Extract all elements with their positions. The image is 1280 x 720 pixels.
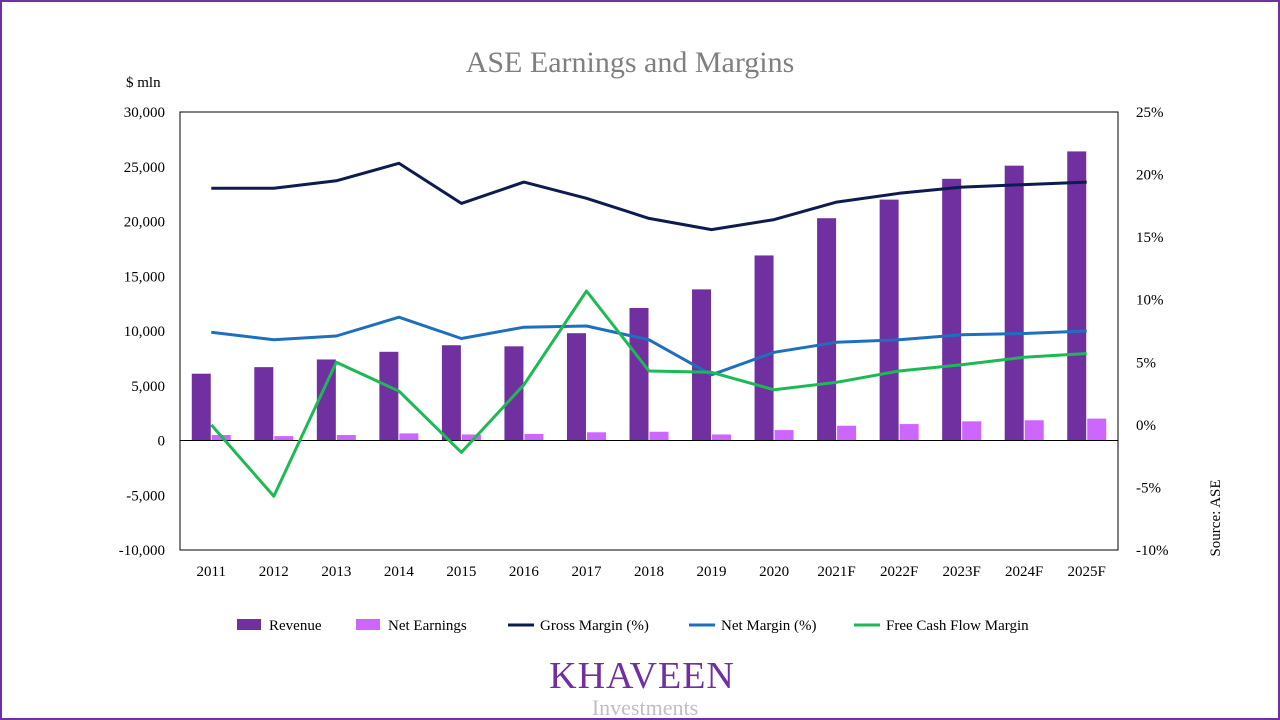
bar-revenue-2011	[191, 373, 211, 441]
y2-axis-ticks: 25% 20% 15% 10% 5% 0% -5% -10%	[1136, 105, 1169, 559]
bar-revenue-2022F	[879, 199, 899, 441]
bar-net-earnings-2019	[712, 434, 732, 441]
legend-label: Revenue	[269, 618, 322, 634]
bar-revenue-2015	[441, 345, 461, 441]
y-tick-label: 15,000	[124, 269, 165, 285]
legend-label: Net Margin (%)	[721, 618, 817, 634]
y2-tick-label: 15%	[1136, 230, 1164, 246]
bar-net-earnings-2012	[274, 436, 294, 441]
x-tick-label: 2020	[759, 564, 789, 580]
y-tick-label: 20,000	[124, 215, 165, 231]
brand-logo-name: KHAVEEN	[549, 655, 735, 697]
y-tick-label: -5,000	[126, 488, 165, 504]
bar-revenue-2020	[754, 255, 774, 441]
x-tick-label: 2015	[446, 564, 476, 580]
x-tick-label: 2018	[634, 564, 664, 580]
y-tick-label: 5,000	[131, 379, 165, 395]
x-tick-label: 2011	[197, 564, 226, 580]
bar-net-earnings-2023F	[962, 421, 982, 441]
y-tick-label: 10,000	[124, 324, 165, 340]
y-tick-label: 0	[158, 434, 166, 450]
y2-tick-label: -10%	[1136, 543, 1169, 559]
x-tick-label: 2021F	[817, 564, 855, 580]
y2-tick-label: 10%	[1136, 293, 1164, 309]
bar-revenue-2025F	[1067, 151, 1087, 441]
line-net-margin-	[211, 315, 1087, 377]
bar-revenue-2018	[629, 308, 649, 441]
line-gross-margin-	[211, 161, 1087, 232]
bar-revenue-2019	[692, 289, 712, 441]
bar-net-earnings-2024F	[1024, 420, 1044, 441]
source-label: Source: ASE	[1208, 479, 1224, 556]
bar-group	[191, 151, 1107, 441]
legend: Revenue Net Earnings Gross Margin (%) Net M…	[237, 618, 1029, 634]
bar-revenue-2024F	[1004, 165, 1024, 441]
legend-label: Net Earnings	[388, 618, 467, 634]
x-axis-ticks: 2011 2012 2013 2014 2015 2016 2017 2018 2019 2020…	[197, 564, 1106, 580]
y-tick-label: 30,000	[124, 105, 165, 121]
line-free-cash-flow-margin	[210, 289, 1087, 498]
bar-net-earnings-2014	[399, 433, 419, 441]
bar-net-earnings-2017	[586, 432, 606, 441]
bar-net-earnings-2025F	[1087, 418, 1107, 441]
x-tick-label: 2017	[571, 564, 602, 580]
x-tick-label: 2012	[259, 564, 289, 580]
bar-revenue-2017	[566, 333, 586, 441]
bar-revenue-2012	[254, 367, 274, 441]
y-tick-label: 25,000	[124, 160, 165, 176]
bar-revenue-2014	[379, 351, 399, 441]
y2-tick-label: 25%	[1136, 105, 1164, 121]
bar-net-earnings-2018	[649, 431, 669, 441]
bar-net-earnings-2021F	[837, 425, 857, 441]
bar-net-earnings-2020	[774, 430, 794, 441]
bar-net-earnings-2013	[336, 435, 356, 441]
y2-tick-label: 0%	[1136, 418, 1156, 434]
legend-swatch	[356, 619, 380, 630]
x-tick-label: 2022F	[880, 564, 918, 580]
x-tick-label: 2016	[509, 564, 540, 580]
x-tick-label: 2013	[321, 564, 351, 580]
y2-tick-label: 5%	[1136, 355, 1156, 371]
legend-swatch	[237, 619, 261, 630]
plot-area	[179, 111, 1119, 551]
bar-net-earnings-2015	[461, 434, 481, 441]
bar-revenue-2013	[316, 359, 336, 441]
y-axis-unit-label: $ mln	[126, 75, 161, 91]
y-tick-label: -10,000	[119, 543, 165, 559]
bar-net-earnings-2022F	[899, 424, 919, 441]
y2-tick-label: 20%	[1136, 168, 1164, 184]
legend-label: Free Cash Flow Margin	[886, 618, 1029, 634]
y2-tick-label: -5%	[1136, 480, 1161, 496]
brand-logo-sub: Investments	[592, 695, 698, 720]
line-group	[210, 161, 1087, 498]
x-tick-label: 2014	[384, 564, 415, 580]
chart-title: ASE Earnings and Margins	[466, 46, 795, 79]
x-tick-label: 2025F	[1068, 564, 1106, 580]
bar-revenue-2021F	[817, 218, 837, 441]
bar-revenue-2023F	[942, 178, 962, 441]
y-axis-ticks: 30,000 25,000 20,000 15,000 10,000 5,000 0 -5,0…	[119, 105, 165, 559]
legend-label: Gross Margin (%)	[540, 618, 649, 634]
x-tick-label: 2019	[697, 564, 727, 580]
x-tick-label: 2024F	[1005, 564, 1043, 580]
bar-net-earnings-2016	[524, 433, 544, 441]
x-tick-label: 2023F	[942, 564, 980, 580]
